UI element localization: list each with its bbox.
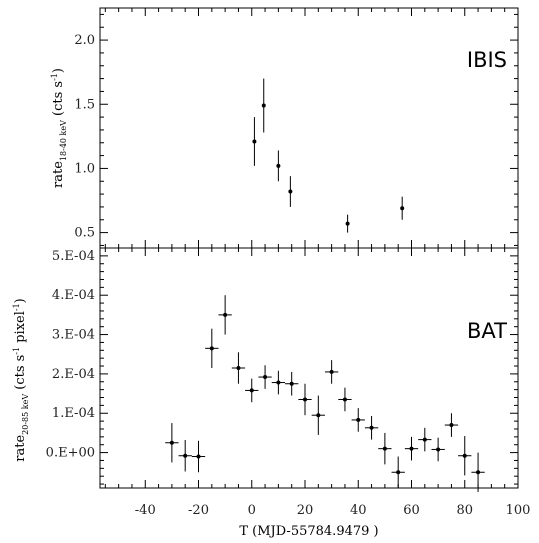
bat-data-point — [444, 413, 459, 437]
ibis-panel-frame — [99, 7, 519, 249]
ibis-point-marker — [276, 163, 281, 168]
bat-y-tick-label: 5.E-04 — [52, 249, 95, 264]
bat-point-marker — [263, 375, 268, 380]
bat-point-marker — [476, 470, 481, 475]
bat-point-marker — [276, 380, 281, 385]
bat-point-marker — [249, 388, 254, 393]
bat-data-point — [258, 365, 272, 389]
bat-data-point — [471, 452, 485, 492]
x-tick-label: 40 — [350, 503, 367, 518]
bat-point-marker — [396, 470, 401, 475]
bat-panel-label: BAT — [467, 319, 507, 343]
ibis-y-axis-label: rate18-40 keV (cts s-1) — [50, 68, 68, 188]
ibis-point-marker — [400, 206, 405, 211]
bat-point-marker — [356, 417, 361, 422]
bat-data-point — [165, 423, 179, 463]
bat-data-point — [391, 456, 405, 488]
bat-panel-frame — [99, 247, 519, 489]
ibis-data-point — [261, 78, 266, 133]
bat-point-marker — [223, 312, 228, 317]
ibis-point-marker — [261, 103, 266, 108]
bat-data-point — [285, 371, 299, 396]
x-tick-label: 80 — [456, 503, 473, 518]
bat-data-point — [458, 436, 472, 476]
bat-point-marker — [382, 446, 387, 451]
bat-point-marker — [422, 437, 427, 442]
ibis-panel-label: IBIS — [467, 48, 507, 72]
bat-tick-group: 0.E+00 1.E-04 2.E-04 3.E-04 4.E-04 5.E-04 -40 -… — [46, 248, 531, 518]
ibis-data-point — [400, 196, 405, 220]
bat-y-tick-label: 2.E-04 — [52, 367, 95, 382]
bat-data-point — [178, 440, 192, 472]
ibis-point-marker — [288, 189, 293, 194]
ibis-data-points — [252, 78, 405, 233]
ibis-data-point — [345, 214, 350, 233]
bat-data-points — [165, 295, 485, 492]
bat-point-marker — [342, 397, 347, 402]
x-axis-label: T (MJD-55784.9479 ) — [239, 524, 378, 539]
x-tick-label: -20 — [188, 503, 209, 518]
x-tick-label: 0 — [248, 503, 256, 518]
bat-point-marker — [289, 381, 294, 386]
bat-point-marker — [183, 453, 188, 458]
bat-point-marker — [409, 446, 414, 451]
bat-y-tick-label: 0.E+00 — [46, 446, 95, 461]
bat-data-point — [205, 328, 219, 368]
bat-data-point — [404, 436, 419, 461]
bat-point-marker — [462, 453, 467, 458]
ibis-y-tick-label: 1.5 — [74, 97, 95, 112]
bat-y-tick-label: 1.E-04 — [52, 406, 95, 421]
bat-data-point — [311, 395, 325, 435]
bat-point-marker — [329, 369, 334, 374]
x-tick-label: 20 — [297, 503, 314, 518]
ibis-point-marker — [345, 221, 350, 226]
bat-data-point — [351, 408, 365, 432]
bat-data-point — [218, 295, 232, 335]
bat-point-marker — [303, 397, 308, 402]
bat-data-point — [245, 378, 259, 403]
bat-point-marker — [436, 447, 441, 452]
bat-data-point — [364, 416, 379, 440]
bat-data-point — [431, 437, 445, 462]
bat-data-point — [271, 370, 286, 395]
bat-y-tick-label: 3.E-04 — [52, 328, 95, 343]
ibis-y-tick-label: 1.0 — [74, 161, 95, 176]
bat-point-marker — [449, 423, 454, 428]
bat-data-point — [191, 440, 206, 473]
ibis-y-tick-label: 2.0 — [74, 33, 95, 48]
ibis-data-point — [276, 150, 281, 182]
bat-point-marker — [369, 425, 374, 430]
ibis-data-point — [252, 117, 257, 166]
bat-point-marker — [316, 413, 321, 418]
bat-point-marker — [169, 440, 174, 445]
x-tick-label: 100 — [506, 503, 531, 518]
bat-y-tick-label: 4.E-04 — [52, 288, 95, 303]
ibis-tick-group: 0.5 1.0 1.5 2.0 — [74, 8, 519, 248]
x-tick-label: 60 — [403, 503, 420, 518]
ibis-point-marker — [252, 139, 257, 144]
bat-point-marker — [196, 454, 201, 459]
x-tick-label: -40 — [135, 503, 156, 518]
bat-data-point — [378, 432, 392, 465]
bat-y-axis-label: rate20-85 keV (cts s-1 pixel-1) — [12, 298, 30, 462]
bat-data-point — [298, 383, 312, 416]
ibis-y-tick-label: 0.5 — [74, 226, 95, 241]
ibis-data-point — [288, 176, 293, 207]
bat-data-point — [418, 427, 432, 452]
bat-data-point — [324, 360, 339, 384]
bat-point-marker — [209, 346, 214, 351]
bat-data-point — [231, 352, 246, 384]
bat-point-marker — [236, 366, 241, 370]
bat-data-point — [338, 387, 352, 412]
